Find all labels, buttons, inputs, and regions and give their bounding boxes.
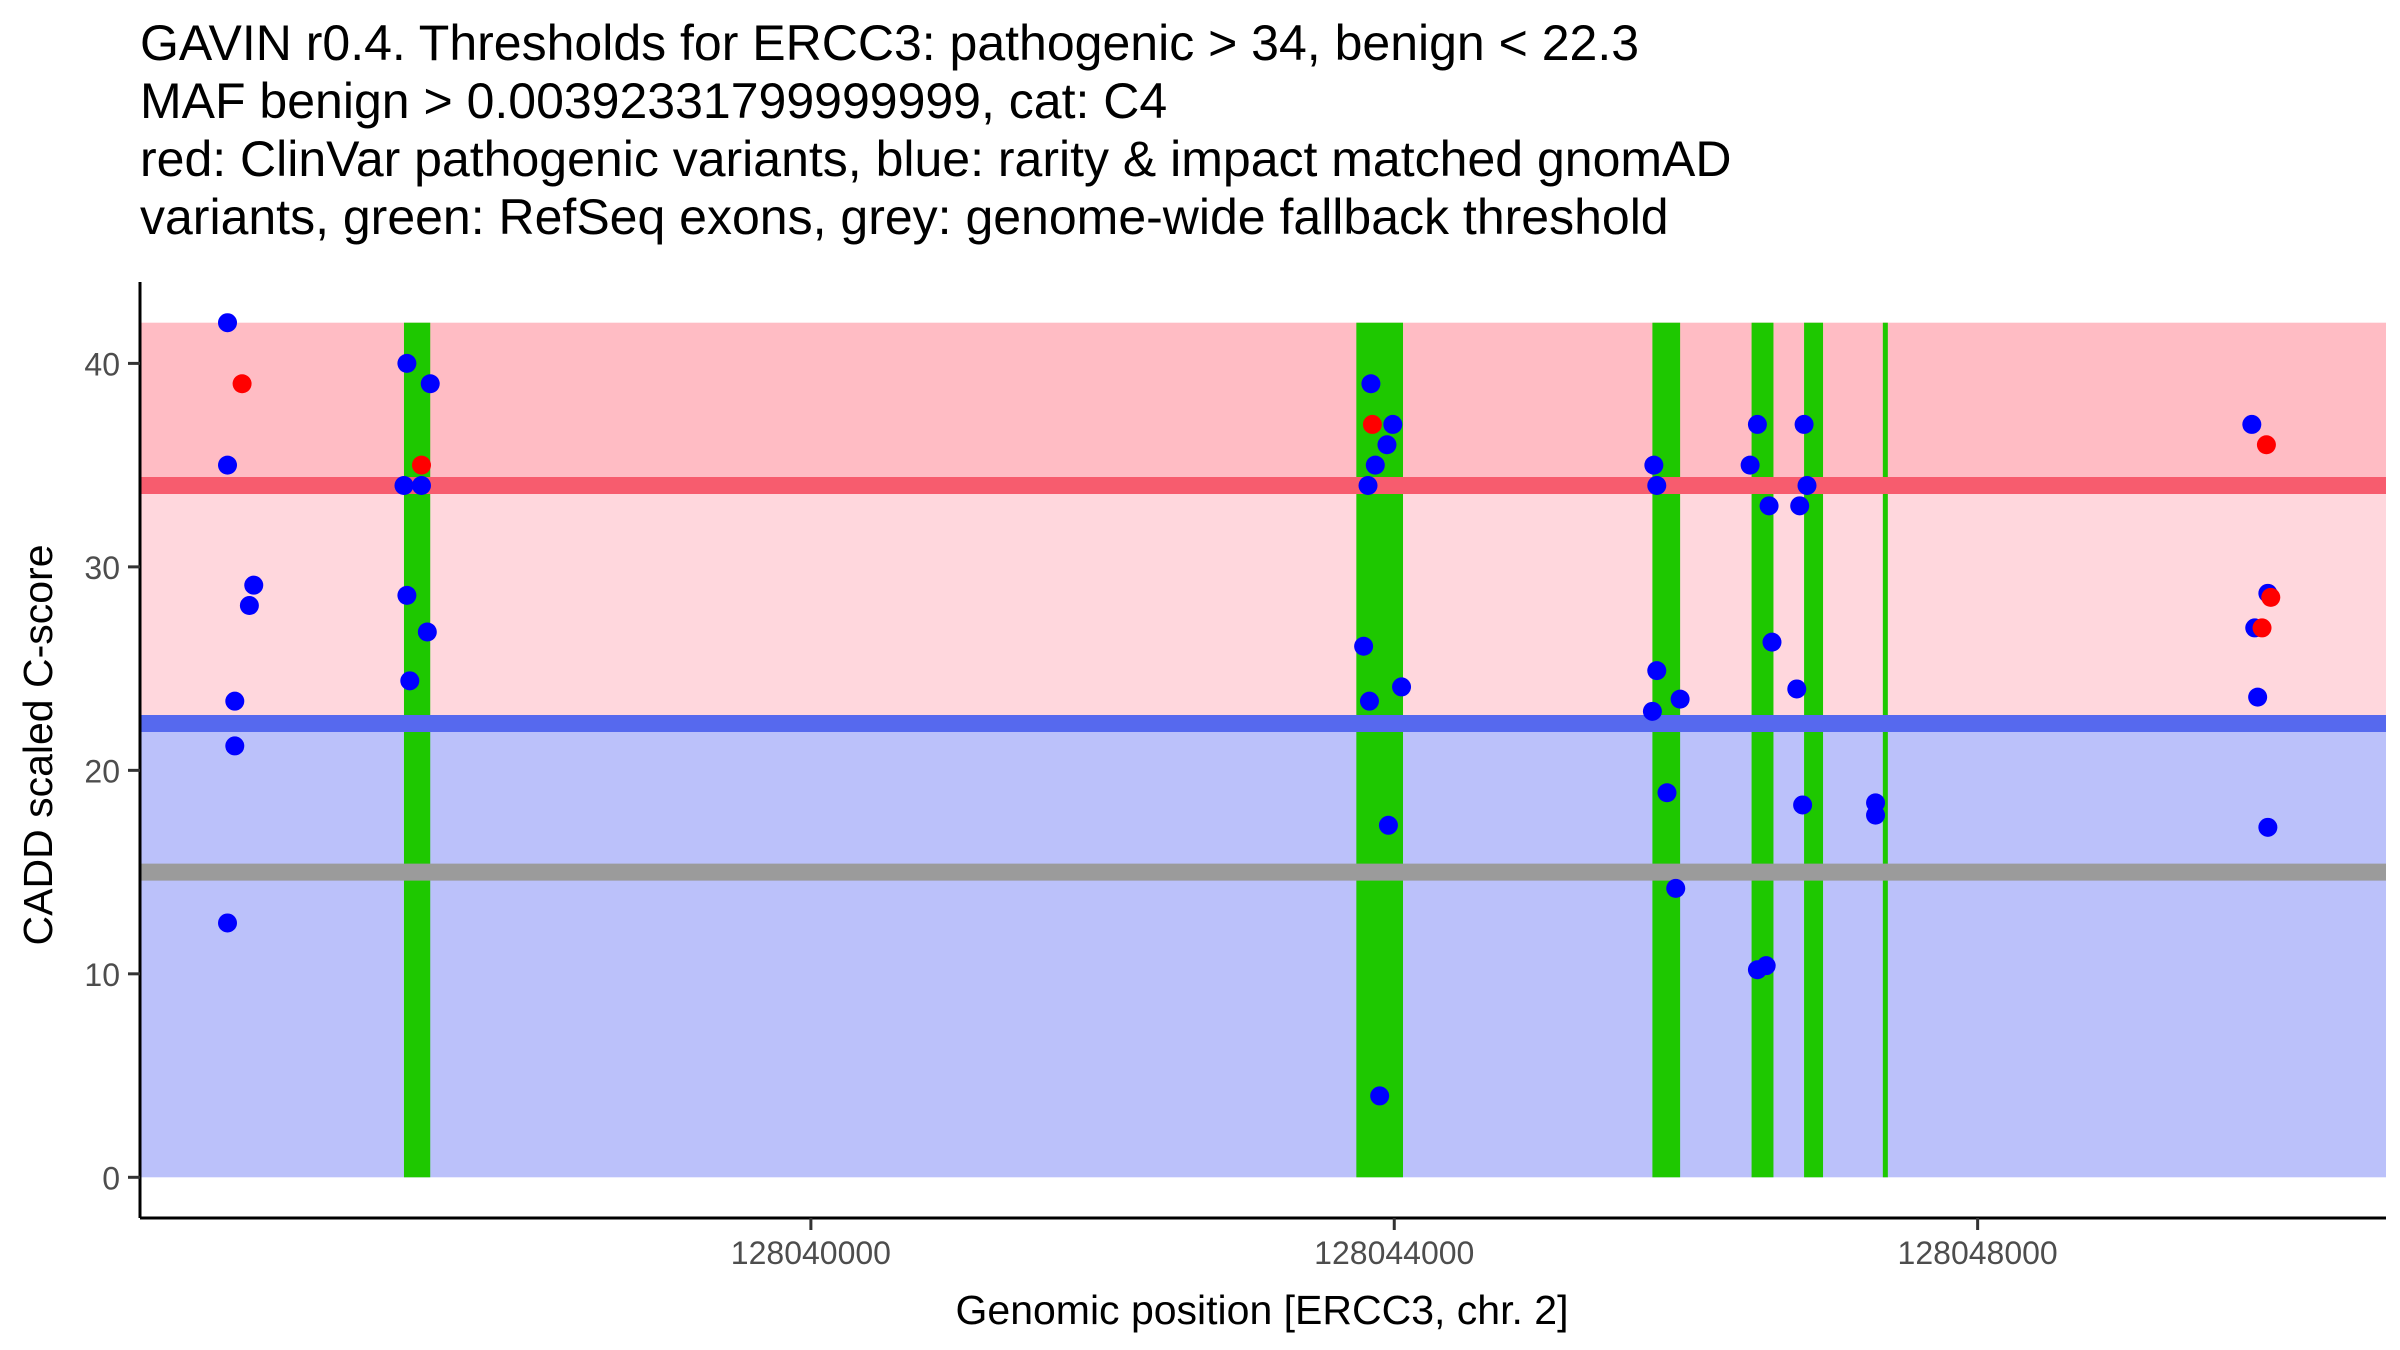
- gnomad-point-22: [1392, 677, 1412, 697]
- gnomad-point-4: [225, 736, 245, 756]
- threshold-lines: [140, 476, 2386, 881]
- gnomad-point-42: [1794, 414, 1814, 434]
- exon-bars: [403, 322, 1888, 1178]
- gnomad-point-6: [244, 575, 264, 595]
- gnomad-point-8: [397, 353, 417, 373]
- gnomad-point-25: [1644, 455, 1664, 475]
- y-tick-label-20: 20: [84, 753, 120, 789]
- title-line-4: variants, green: RefSeq exons, grey: gen…: [140, 189, 1669, 245]
- gnomad-point-21: [1359, 691, 1379, 711]
- gnomad-point-31: [1666, 878, 1686, 898]
- gnomad-point-14: [420, 374, 440, 394]
- gnomad-point-20: [1354, 636, 1374, 656]
- gnomad-point-17: [1358, 475, 1378, 495]
- gnomad-point-2: [218, 455, 238, 475]
- chart-title: GAVIN r0.4. Thresholds for ERCC3: pathog…: [140, 14, 2380, 246]
- gnomad-point-29: [1657, 783, 1677, 803]
- y-tick-label-0: 0: [102, 1160, 120, 1196]
- y-tick-label-30: 30: [84, 550, 120, 586]
- gnomad-point-24: [1370, 1086, 1390, 1106]
- gnomad-point-7: [218, 913, 238, 933]
- gnomad-point-3: [225, 691, 245, 711]
- gnomad-point-49: [2258, 817, 2278, 837]
- intermediate-region: [140, 485, 2386, 724]
- gnomad-point-18: [1377, 435, 1397, 455]
- gnomad-point-12: [400, 671, 420, 691]
- clinvar-point-5: [2252, 618, 2272, 638]
- gnomad-point-38: [1790, 496, 1810, 516]
- clinvar-point-6: [2261, 587, 2281, 607]
- pathogenic-upper-region: [140, 322, 2386, 486]
- exon-bar-6: [1882, 322, 1888, 1178]
- x-axis-title: Genomic position [ERCC3, chr. 2]: [956, 1287, 1569, 1333]
- benign-region: [140, 723, 2386, 1178]
- gnomad-point-19: [1383, 414, 1403, 434]
- gnomad-point-34: [1759, 496, 1779, 516]
- gnomad-point-47: [2248, 687, 2268, 707]
- gnomad-point-15: [1361, 374, 1381, 394]
- exon-bar-3: [1652, 322, 1681, 1178]
- gnomad-point-23: [1378, 815, 1398, 835]
- gnomad-point-30: [1670, 689, 1690, 709]
- gnomad-point-5: [239, 596, 259, 616]
- gnomad-point-26: [1647, 475, 1667, 495]
- gnomad-point-45: [2242, 414, 2262, 434]
- clinvar-point-2: [411, 455, 431, 475]
- gnomad-point-10: [411, 475, 431, 495]
- y-tick-label-40: 40: [84, 346, 120, 382]
- exon-bar-1: [403, 322, 431, 1178]
- exon-bar-2: [1356, 322, 1404, 1178]
- gnomad-point-35: [1762, 632, 1782, 652]
- y-axis-title: CADD scaled C-score: [15, 545, 61, 946]
- gnomad-point-9: [394, 475, 414, 495]
- clinvar-point-3: [1362, 414, 1382, 434]
- clinvar-point-1: [232, 374, 252, 394]
- gnomad-point-40: [1787, 679, 1807, 699]
- exon-bar-5: [1804, 322, 1824, 1178]
- x-tick-label-128040000: 128040000: [731, 1235, 891, 1271]
- gnomad-point-37: [1756, 956, 1776, 976]
- y-tick-label-10: 10: [84, 957, 120, 993]
- title-line-2: MAF benign > 0.00392331799999999, cat: C…: [140, 73, 1168, 129]
- gnomad-point-33: [1747, 414, 1767, 434]
- title-line-3: red: ClinVar pathogenic variants, blue: …: [140, 131, 1732, 187]
- gnomad-point-27: [1647, 661, 1667, 681]
- gnomad-point-39: [1797, 475, 1817, 495]
- threshold-regions: [140, 322, 2386, 1178]
- gnomad-point-13: [417, 622, 437, 642]
- x-tick-label-128048000: 128048000: [1898, 1235, 2058, 1271]
- exon-bar-4: [1751, 322, 1774, 1178]
- gnomad-point-1: [218, 313, 238, 333]
- axes: 0 10 20 30 40 128040000 128044000 128048000: [84, 282, 2386, 1271]
- gnomad-point-16: [1365, 455, 1385, 475]
- clinvar-point-4: [2256, 435, 2276, 455]
- gnomad-point-28: [1642, 701, 1662, 721]
- gnomad-point-41: [1793, 795, 1813, 815]
- gnomad-point-44: [1866, 805, 1886, 825]
- gnomad-point-11: [397, 585, 417, 605]
- data-points: [218, 313, 2281, 1106]
- gnomad-point-32: [1740, 455, 1760, 475]
- title-line-1: GAVIN r0.4. Thresholds for ERCC3: pathog…: [140, 15, 1640, 71]
- x-tick-label-128044000: 128044000: [1314, 1235, 1474, 1271]
